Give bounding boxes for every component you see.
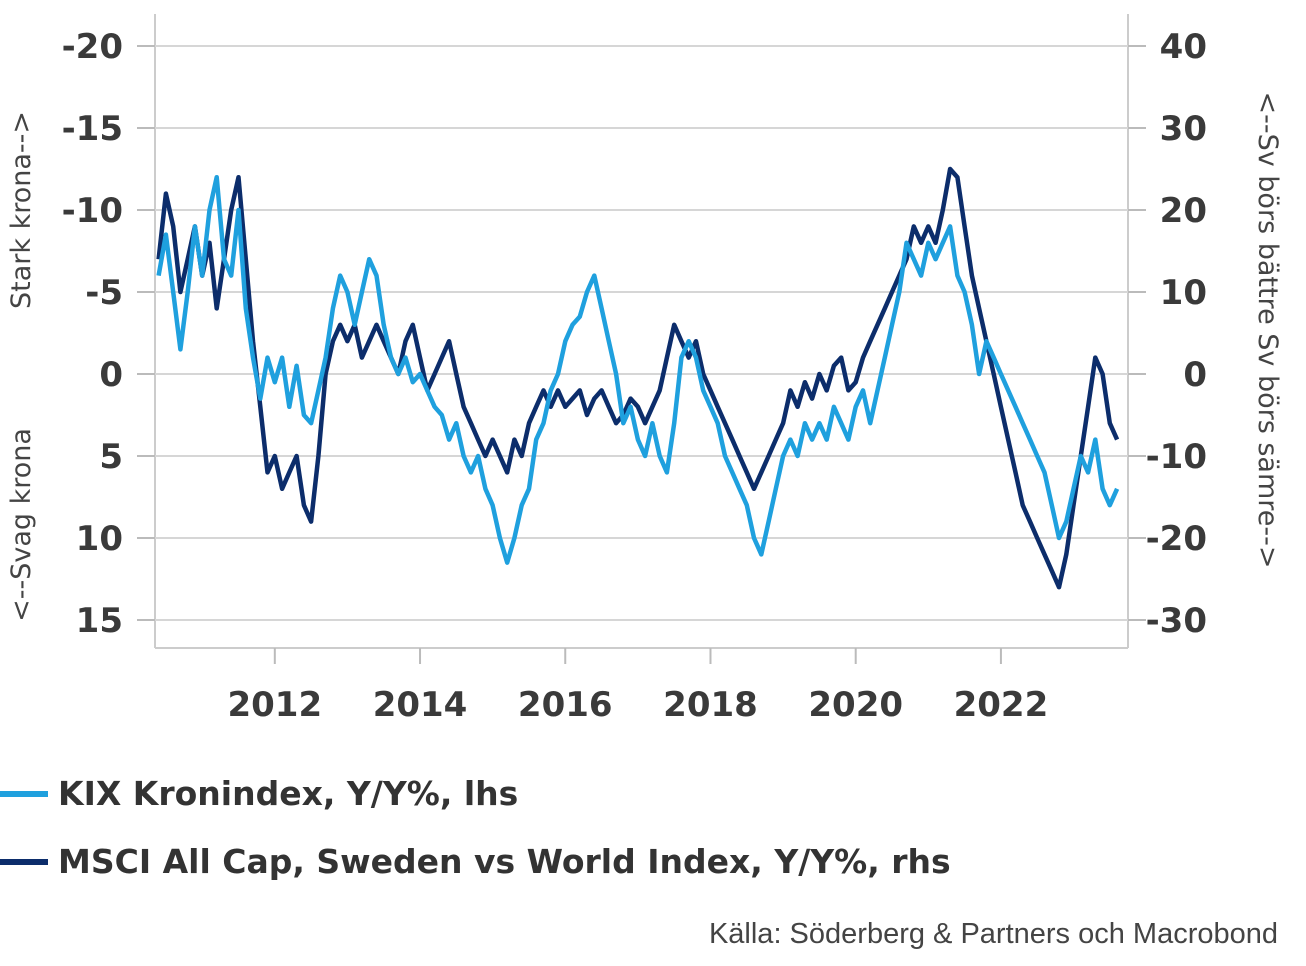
left-tick-label: -5	[85, 273, 123, 313]
right-tick-label: -20	[1146, 519, 1207, 559]
right-tick-label: -10	[1146, 437, 1207, 477]
tick-labels: -20 40 -15 30 -10 20 -5 10 0 0 5 -10 10 -20 15 -30 2012 2…	[62, 27, 1207, 725]
legend-item-msci: MSCI All Cap, Sweden vs World Index, Y/Y…	[0, 842, 951, 881]
left-tick-label: -15	[62, 109, 123, 149]
kix-series-line	[156, 174, 1120, 565]
left-upper-axis-label: Stark krona-->	[6, 111, 37, 309]
x-tick-label: 2012	[227, 685, 322, 725]
left-lower-axis-label: <--Svag krona	[6, 428, 37, 622]
series-lines	[156, 166, 1120, 590]
legend-swatch-msci	[0, 858, 48, 865]
legend-swatch-kix	[0, 790, 48, 797]
left-tick-label: -10	[62, 191, 123, 231]
source-note: Källa: Söderberg & Partners och Macrobon…	[708, 918, 1278, 950]
left-tick-label: 15	[76, 601, 123, 641]
legend-label-kix: KIX Kronindex, Y/Y%, lhs	[58, 774, 519, 813]
x-tick-label: 2022	[954, 685, 1049, 725]
right-tick-label: 10	[1160, 273, 1207, 313]
legend-item-kix: KIX Kronindex, Y/Y%, lhs	[0, 774, 518, 813]
gridlines	[137, 14, 1146, 664]
left-tick-label: 10	[76, 519, 123, 559]
chart: -20 40 -15 30 -10 20 -5 10 0 0 5 -10 10 -20 15 -30 2012 2…	[6, 14, 1283, 725]
left-tick-label: -20	[62, 27, 123, 67]
right-tick-label: 0	[1183, 355, 1207, 395]
x-tick-label: 2020	[808, 685, 903, 725]
left-tick-label: 0	[99, 355, 123, 395]
x-tick-label: 2014	[373, 685, 468, 725]
legend-label-msci: MSCI All Cap, Sweden vs World Index, Y/Y…	[58, 842, 951, 881]
right-tick-label: 30	[1160, 109, 1207, 149]
right-tick-label: 20	[1160, 191, 1207, 231]
right-tick-label: 40	[1160, 27, 1207, 67]
x-tick-label: 2016	[518, 685, 613, 725]
x-tick-label: 2018	[663, 685, 758, 725]
right-axis-label: <--Sv börs bättre Sv börs sämre-->	[1252, 91, 1283, 568]
right-tick-label: -30	[1146, 601, 1207, 641]
left-tick-label: 5	[99, 437, 123, 477]
msci-series-line	[156, 166, 1120, 590]
